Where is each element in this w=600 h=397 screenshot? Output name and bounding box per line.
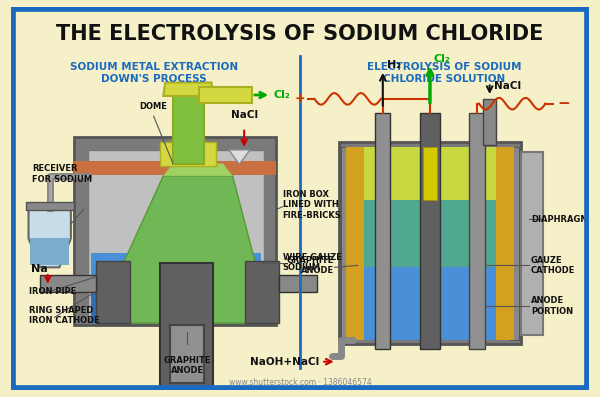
Text: IRON BOX
LINED WITH
FIRE-BRICKS: IRON BOX LINED WITH FIRE-BRICKS — [283, 190, 341, 220]
Bar — [338, 142, 521, 344]
Polygon shape — [163, 83, 214, 96]
Bar — [521, 152, 542, 335]
Text: ELECTROLYSIS OF SODIUM
CHLORIDE SOLUTION: ELECTROLYSIS OF SODIUM CHLORIDE SOLUTION — [367, 62, 521, 84]
Text: −: − — [557, 96, 570, 111]
Text: GRAPHITE
ANODE: GRAPHITE ANODE — [286, 256, 334, 275]
Text: www.shutterstock.com · 1386046574: www.shutterstock.com · 1386046574 — [229, 378, 371, 387]
Polygon shape — [163, 163, 233, 176]
Text: SODIUM METAL EXTRACTION
DOWN'S PROCESS: SODIUM METAL EXTRACTION DOWN'S PROCESS — [70, 62, 238, 84]
Bar — [483, 99, 496, 145]
Bar — [509, 147, 518, 339]
Bar — [199, 87, 252, 103]
Bar — [31, 239, 69, 266]
Text: RECEIVER
FOR SODIUM: RECEIVER FOR SODIUM — [32, 164, 92, 184]
Text: GAUZE
CATHODE: GAUZE CATHODE — [531, 256, 575, 275]
Bar — [421, 113, 440, 349]
Bar — [364, 147, 496, 339]
Bar — [469, 113, 485, 349]
Bar — [26, 202, 74, 210]
Text: GRAPHITE
ANODE: GRAPHITE ANODE — [164, 356, 211, 375]
Text: WIRE GAUZE
SODIUM: WIRE GAUZE SODIUM — [283, 253, 341, 272]
Bar — [496, 147, 514, 339]
Text: Na: Na — [31, 264, 48, 274]
Polygon shape — [229, 150, 250, 164]
Polygon shape — [96, 176, 271, 323]
Text: Cl₂: Cl₂ — [434, 54, 451, 64]
Text: IRON PIPE: IRON PIPE — [29, 287, 76, 296]
Bar — [375, 113, 391, 349]
Text: H₂: H₂ — [386, 60, 401, 70]
Text: DOME: DOME — [140, 102, 167, 111]
Bar — [74, 137, 276, 325]
Bar — [341, 147, 351, 339]
Bar — [423, 147, 437, 200]
Text: THE ELECTROLYSIS OF SODIUM CHLORIDE: THE ELECTROLYSIS OF SODIUM CHLORIDE — [56, 24, 544, 44]
Bar — [91, 253, 262, 323]
Text: NaOH+NaCl: NaOH+NaCl — [250, 357, 319, 367]
Text: Cl₂: Cl₂ — [273, 90, 290, 100]
Bar — [91, 291, 262, 323]
Text: DIAPHRAGM: DIAPHRAGM — [531, 215, 589, 224]
Bar — [346, 147, 364, 339]
Bar — [40, 275, 96, 292]
Polygon shape — [173, 94, 204, 164]
Polygon shape — [29, 208, 71, 267]
Bar — [364, 267, 496, 339]
Text: +: + — [294, 93, 305, 105]
Text: RING SHAPED
IRON CATHODE: RING SHAPED IRON CATHODE — [29, 306, 99, 325]
Bar — [16, 12, 584, 51]
Bar — [88, 150, 265, 318]
Bar — [364, 147, 496, 200]
Bar — [279, 275, 317, 292]
Bar — [170, 325, 204, 383]
Bar — [74, 162, 276, 175]
Text: NaCl: NaCl — [230, 110, 258, 120]
Bar — [96, 260, 130, 323]
Polygon shape — [160, 142, 216, 166]
Bar — [160, 262, 214, 388]
Text: NaCl: NaCl — [494, 81, 521, 91]
Text: ANODE
PORTION: ANODE PORTION — [531, 296, 573, 316]
Bar — [245, 260, 279, 323]
